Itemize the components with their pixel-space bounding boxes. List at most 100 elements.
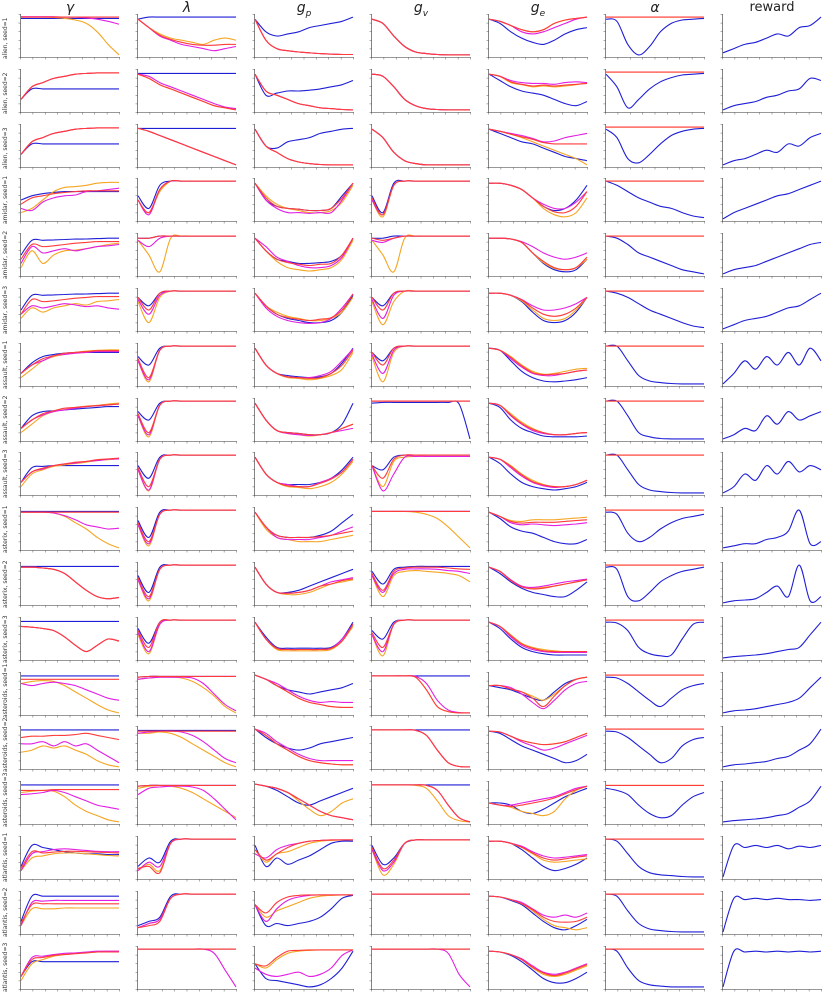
panel-gamma-row-11 [18, 562, 120, 608]
axes [722, 288, 822, 332]
column-header-label: α [650, 0, 660, 16]
axes [137, 671, 237, 716]
series-line-red [488, 402, 588, 436]
panel-ge-row-15 [486, 781, 588, 827]
series-line-orange [254, 566, 354, 596]
panel-ge-row-14 [486, 726, 588, 772]
axes [722, 233, 822, 277]
series-line-red [488, 457, 588, 488]
panel-gp-row-14 [252, 726, 354, 772]
series-line-blue [137, 893, 236, 926]
panel-alpha-row-9 [603, 452, 705, 498]
series-line-orange [254, 512, 354, 543]
panel-gamma-row-12 [18, 616, 120, 663]
series-line-magenta [371, 235, 470, 244]
series-line-magenta [488, 128, 588, 143]
panel-gamma-row-3 [18, 123, 120, 170]
axes [371, 288, 471, 332]
row-label: asterix, seed=2 [2, 560, 9, 608]
panel-alpha-row-16 [603, 836, 705, 882]
series-line-magenta [20, 566, 120, 600]
series-line-magenta [20, 188, 120, 212]
series-line-blue [137, 400, 236, 421]
series-line-red [254, 73, 354, 111]
axes [722, 671, 822, 716]
column-header-gamma: γ [20, 0, 120, 16]
axes [371, 68, 471, 113]
row-label: atlantis, seed=3 [2, 942, 9, 992]
series-line-red [254, 183, 354, 212]
axes [371, 397, 471, 442]
series-line-blue [488, 18, 588, 46]
series-line-blue [722, 843, 822, 878]
series-line-red [137, 345, 236, 378]
series-line-blue [371, 290, 470, 307]
series-line-red [371, 290, 470, 311]
series-line-orange [254, 292, 354, 322]
series-line-red [137, 235, 236, 240]
series-line-magenta [488, 621, 587, 653]
panel-reward-row-11 [720, 562, 822, 608]
series-line-orange [20, 242, 120, 269]
panel-gv-row-7 [369, 342, 471, 389]
axes [137, 14, 237, 58]
series-line-red [20, 295, 119, 315]
series-line-blue [254, 457, 354, 486]
series-line-magenta [137, 838, 236, 872]
series-line-orange [371, 784, 471, 823]
series-line-blue [254, 894, 354, 927]
axes [605, 123, 705, 168]
panel-lambda-row-10 [135, 507, 237, 553]
column-header-subscript: v [422, 8, 429, 19]
panel-gv-row-4 [369, 178, 471, 224]
series-line-blue [371, 128, 470, 166]
panel-alpha-row-1 [603, 14, 705, 60]
row-label: alien, seed=1 [2, 17, 9, 59]
series-line-blue [488, 787, 588, 815]
panel-lambda-row-6 [135, 288, 237, 334]
axes [722, 726, 822, 771]
panel-lambda-row-5 [135, 233, 237, 279]
series-line-red [137, 180, 236, 214]
series-line-blue [605, 180, 705, 219]
axes [605, 726, 705, 771]
series-line-blue [722, 621, 822, 659]
panel-gv-row-16 [369, 836, 471, 882]
axes [722, 123, 822, 168]
panel-lambda-row-14 [135, 726, 237, 772]
series-line-blue [137, 454, 236, 480]
series-line-magenta [254, 728, 353, 762]
panel-gamma-row-16 [18, 836, 120, 882]
panel-gamma-row-18 [18, 945, 120, 992]
series-line-red [488, 511, 588, 524]
series-line-red [20, 457, 120, 484]
axes [722, 342, 822, 387]
axes [20, 836, 120, 880]
series-line-magenta [138, 947, 237, 987]
axes [605, 945, 705, 990]
row-label: asteroids, seed=3 [2, 772, 9, 828]
panel-reward-row-18 [720, 945, 822, 992]
series-line-magenta [371, 729, 471, 768]
series-line-magenta [488, 292, 588, 311]
series-line-orange [254, 347, 354, 381]
panel-gv-row-14 [369, 726, 471, 772]
series-line-orange [371, 456, 470, 488]
series-line-magenta [254, 237, 354, 269]
axes [371, 836, 471, 880]
series-line-blue [722, 564, 822, 604]
series-line-orange [254, 18, 353, 56]
axes [137, 178, 237, 223]
panel-reward-row-16 [720, 836, 822, 882]
series-line-magenta [20, 16, 120, 25]
axes [605, 890, 705, 935]
series-line-blue [605, 787, 705, 819]
axes [488, 452, 588, 497]
panel-gamma-row-6 [18, 288, 120, 334]
panel-ge-row-11 [486, 562, 588, 608]
axes [137, 342, 237, 387]
series-line-blue [722, 16, 822, 54]
panel-gp-row-8 [252, 397, 354, 444]
series-line-magenta [20, 625, 120, 652]
series-line-magenta [488, 511, 588, 527]
